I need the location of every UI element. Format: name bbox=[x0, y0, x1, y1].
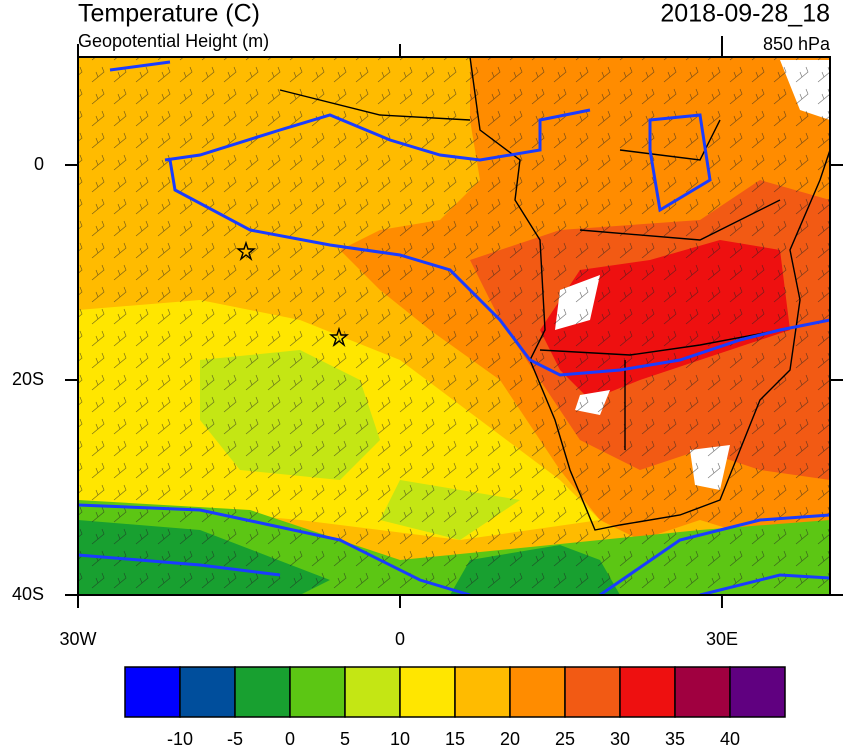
y-tick-label: 20S bbox=[12, 369, 44, 389]
map-field bbox=[78, 57, 830, 595]
colorbar-label: 30 bbox=[610, 729, 630, 749]
plot-frame bbox=[77, 56, 831, 596]
colorbar-box bbox=[729, 666, 786, 718]
colorbar-box bbox=[454, 666, 511, 718]
colorbar-box bbox=[234, 666, 291, 718]
colorbar-box bbox=[399, 666, 456, 718]
axes: 30W 0 30E 0 20S 40S bbox=[12, 44, 843, 649]
x-tick-label: 0 bbox=[395, 629, 405, 649]
date: 2018-09-28_18 bbox=[660, 0, 830, 28]
colorbar-label: 15 bbox=[445, 729, 465, 749]
colorbar-label: 35 bbox=[665, 729, 685, 749]
colorbar-box bbox=[289, 666, 346, 718]
colorbar-box bbox=[674, 666, 731, 718]
colorbar-label: 25 bbox=[555, 729, 575, 749]
x-tick-label: 30W bbox=[59, 629, 96, 649]
colorbar-label: -10 bbox=[167, 729, 193, 749]
subtitle: Geopotential Height (m) bbox=[78, 31, 269, 51]
colorbar-label: 40 bbox=[720, 729, 740, 749]
colorbar: -10 -5 0 5 10 15 20 25 30 35 40 bbox=[124, 666, 786, 749]
level: 850 hPa bbox=[763, 34, 831, 54]
colorbar-box bbox=[509, 666, 566, 718]
y-tick-label: 0 bbox=[34, 154, 44, 174]
title: Temperature (C) bbox=[78, 0, 260, 28]
colorbar-box bbox=[179, 666, 236, 718]
colorbar-box bbox=[344, 666, 401, 718]
colorbar-box bbox=[124, 666, 181, 718]
y-tick-label: 40S bbox=[12, 584, 44, 604]
colorbar-label: 0 bbox=[285, 729, 295, 749]
colorbar-label: -5 bbox=[227, 729, 243, 749]
colorbar-label: 5 bbox=[340, 729, 350, 749]
x-tick-label: 30E bbox=[706, 629, 738, 649]
colorbar-label: 20 bbox=[500, 729, 520, 749]
colorbar-box bbox=[564, 666, 621, 718]
colorbar-box bbox=[619, 666, 676, 718]
colorbar-label: 10 bbox=[390, 729, 410, 749]
